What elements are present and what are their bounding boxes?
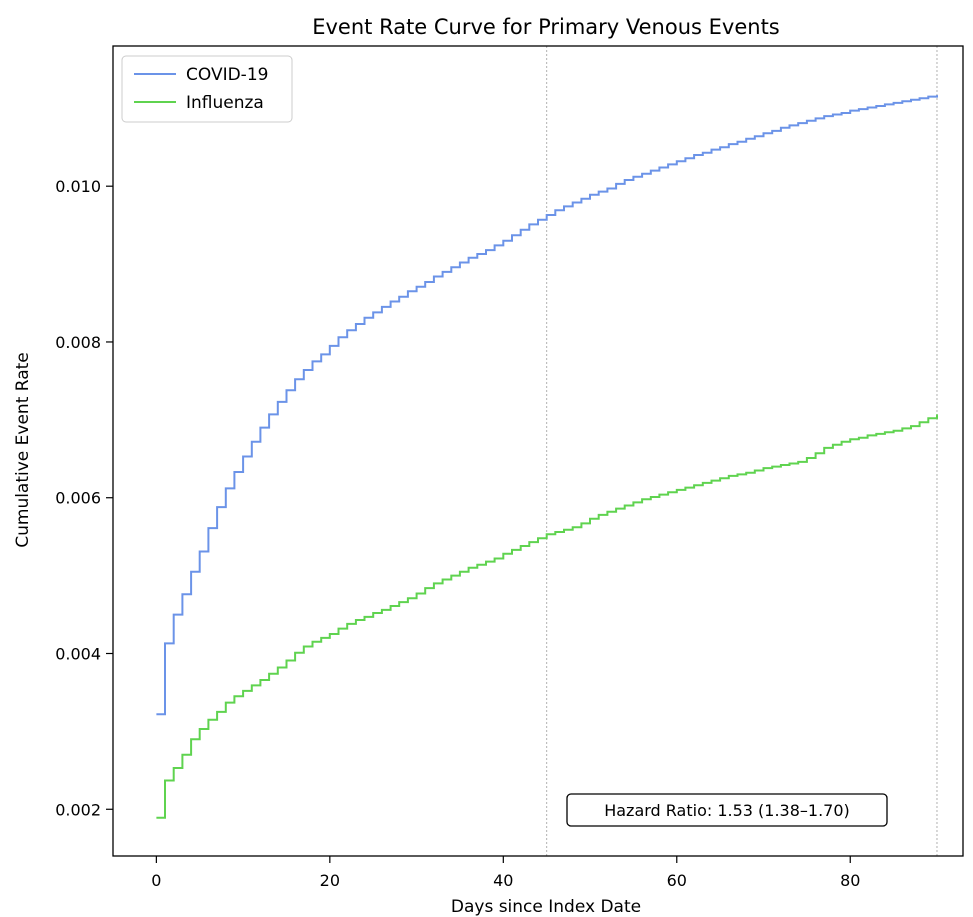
- x-tick-label: 40: [493, 871, 513, 890]
- x-tick-label: 0: [151, 871, 161, 890]
- x-tick-label: 60: [667, 871, 687, 890]
- y-axis-label: Cumulative Event Rate: [13, 352, 33, 548]
- x-tick-label: 80: [840, 871, 860, 890]
- x-tick-label: 20: [320, 871, 340, 890]
- y-axis-ticks: 0.002 0.004 0.006 0.008 0.010: [55, 177, 113, 819]
- series-layer: [156, 95, 938, 819]
- plot-frame: [112, 45, 964, 857]
- plot-area: 0 20 40 60 80 0.002 0.004 0.006 0.008 0.010: [55, 45, 964, 890]
- y-tick-label: 0.004: [55, 645, 101, 664]
- y-tick-label: 0.008: [55, 333, 101, 352]
- legend-label-covid-19: COVID-19: [186, 65, 268, 85]
- y-tick-label: 0.006: [55, 489, 101, 508]
- x-axis-label: Days since Index Date: [451, 897, 641, 917]
- series-line-covid-19: [156, 95, 938, 716]
- legend-label-influenza: Influenza: [186, 93, 264, 113]
- hazard-ratio-annotation: Hazard Ratio: 1.53 (1.38–1.70): [566, 793, 888, 827]
- y-tick-label: 0.010: [55, 177, 101, 196]
- annotation-text: Hazard Ratio: 1.53 (1.38–1.70): [604, 801, 850, 820]
- series-line-influenza: [156, 414, 938, 819]
- x-axis-ticks: 0 20 40 60 80: [151, 856, 860, 890]
- y-tick-label: 0.002: [55, 800, 101, 819]
- chart-title: Event Rate Curve for Primary Venous Even…: [312, 15, 780, 39]
- annotation-box: [566, 793, 888, 827]
- legend-box: [121, 55, 293, 123]
- reference-lines: [546, 46, 938, 856]
- legend: COVID-19 Influenza: [121, 55, 293, 123]
